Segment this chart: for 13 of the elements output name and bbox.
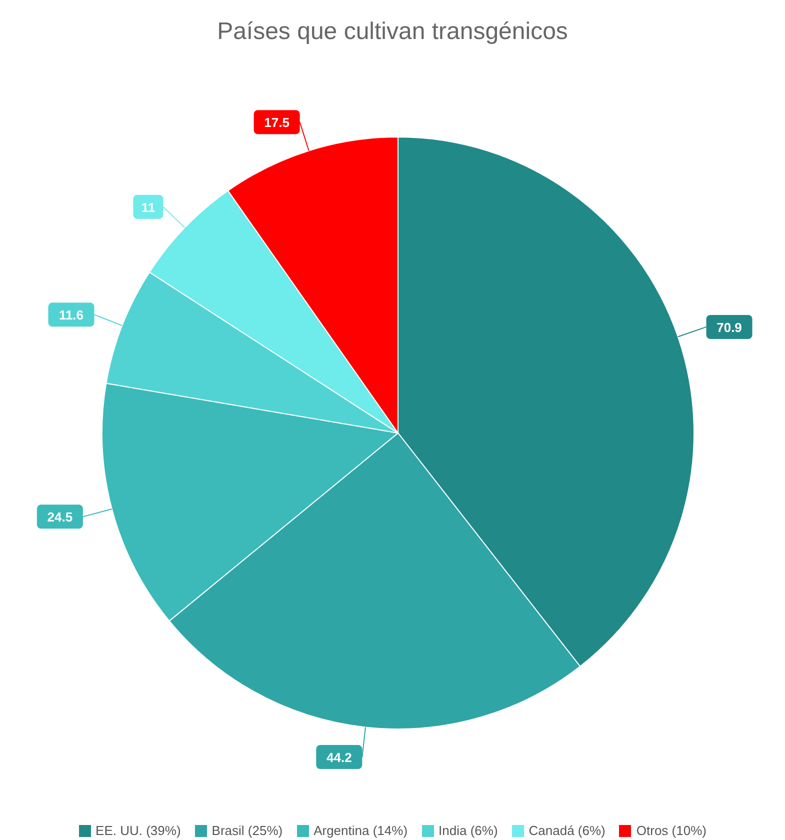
legend-label: Otros (10%) <box>636 823 706 838</box>
data-label: 24.5 <box>47 510 73 525</box>
data-label: 11 <box>141 200 156 215</box>
legend-label: EE. UU. (39%) <box>96 823 181 838</box>
legend-label: India (6%) <box>438 823 498 838</box>
legend-label: Canadá (6%) <box>528 823 606 838</box>
data-label: 70.9 <box>716 320 742 335</box>
legend-label: Argentina (14%) <box>314 823 408 838</box>
data-label: 17.5 <box>264 115 290 130</box>
chart-title: Países que cultivan transgénicos <box>216 17 569 47</box>
legend-label: Brasil (25%) <box>212 823 283 838</box>
data-label: 44.2 <box>326 750 352 766</box>
data-label: 11.6 <box>58 308 84 323</box>
